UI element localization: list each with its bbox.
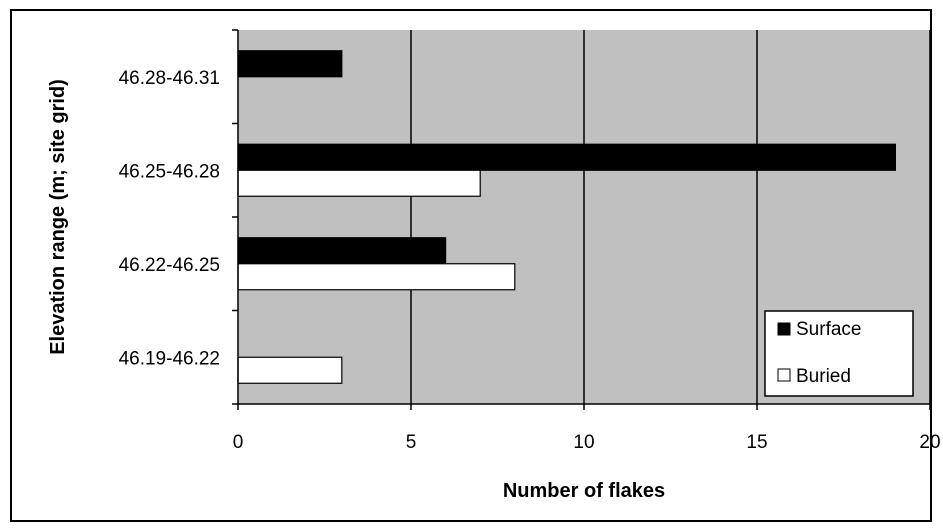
legend-label-buried: Buried	[796, 366, 851, 387]
y-tick-label: 46.22-46.25	[119, 255, 220, 276]
x-tick-label: 15	[746, 432, 767, 453]
y-tick-label: 46.28-46.31	[119, 68, 220, 89]
y-tick-label: 46.25-46.28	[119, 161, 220, 182]
bar-surface-3	[237, 50, 343, 78]
legend-swatch-surface	[777, 322, 791, 336]
bar-surface-2	[237, 143, 897, 171]
y-tick-labels: 46.19-46.22 46.22-46.25 46.25-46.28 46.28-4…	[119, 68, 220, 370]
y-axis-title: Elevation range (m; site grid)	[47, 79, 69, 355]
gridlines	[410, 30, 931, 404]
x-tick-labels: 0 5 10 15 20	[233, 432, 941, 453]
bar-buried-2	[237, 169, 481, 197]
axes	[232, 29, 931, 410]
x-tick-label: 20	[919, 432, 940, 453]
bars	[237, 50, 897, 384]
legend-label-surface: Surface	[796, 319, 861, 340]
bar-surface-1	[237, 237, 447, 265]
legend: Surface Buried	[764, 310, 914, 397]
x-tick-label: 5	[406, 432, 417, 453]
x-tick-label: 0	[233, 432, 244, 453]
x-tick-label: 10	[573, 432, 594, 453]
bar-buried-1	[237, 263, 516, 291]
y-tick-label: 46.19-46.22	[119, 348, 220, 369]
bar-buried-0	[237, 356, 343, 384]
x-axis-title: Number of flakes	[503, 480, 665, 502]
legend-swatch-buried	[777, 368, 791, 382]
